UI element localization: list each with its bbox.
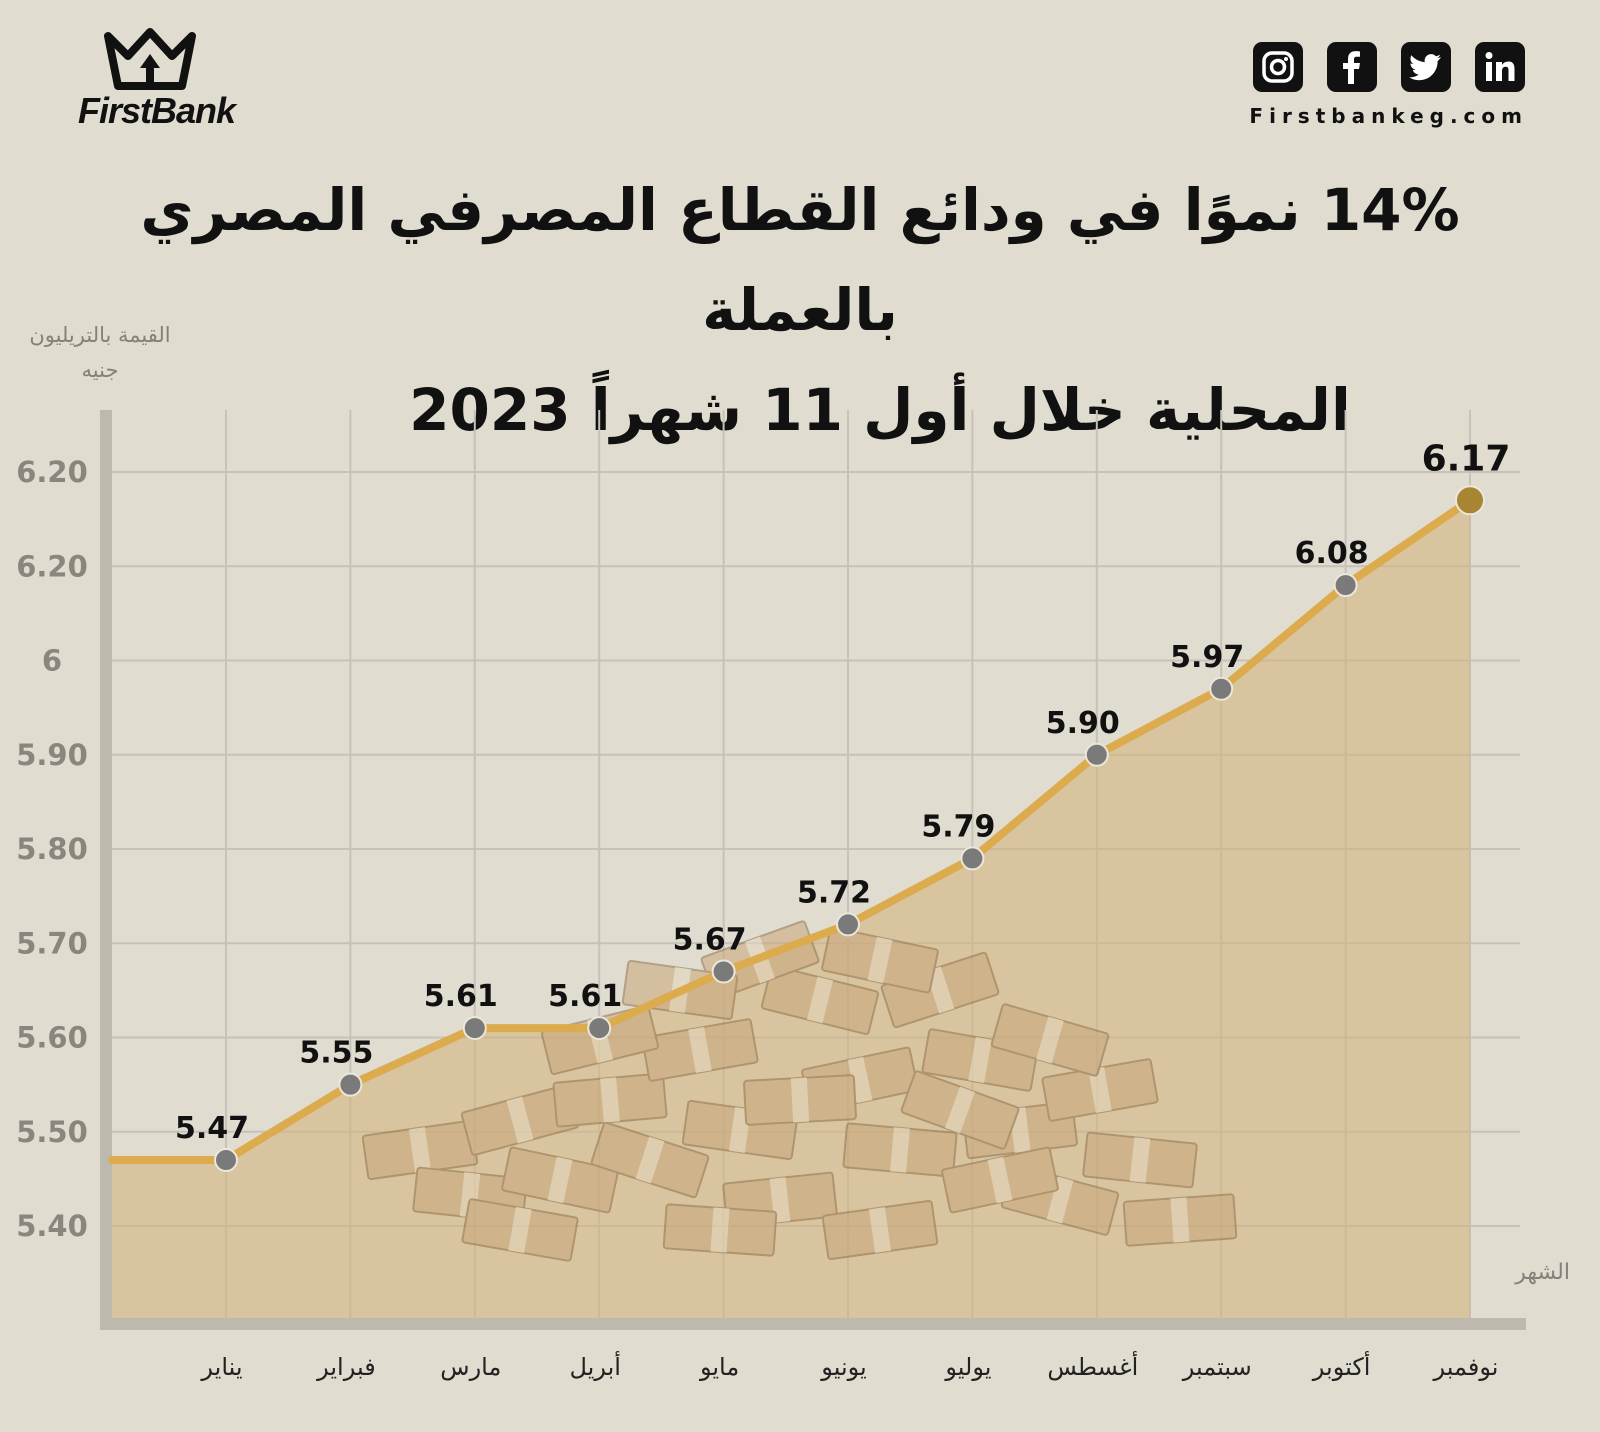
social-links xyxy=(1253,42,1525,92)
title-line-1: 14% نموًا في ودائع القطاع المصرفي المصري… xyxy=(140,176,1460,344)
x-tick-label: أكتوبر xyxy=(1312,1351,1371,1381)
data-point xyxy=(587,1016,612,1041)
data-point xyxy=(462,1016,487,1041)
data-label: 5.97 xyxy=(1170,640,1244,675)
x-tick-label: يناير xyxy=(200,1353,242,1381)
data-label: 6.17 xyxy=(1422,438,1511,479)
twitter-icon[interactable] xyxy=(1401,42,1451,92)
data-point xyxy=(960,846,985,871)
data-point xyxy=(711,959,736,984)
data-point xyxy=(1084,742,1109,767)
data-label: 5.61 xyxy=(548,979,622,1014)
data-label: 5.61 xyxy=(424,979,498,1014)
y-tick-label: 5.70 xyxy=(16,926,88,960)
data-label: 5.47 xyxy=(175,1111,249,1146)
y-tick-label: 6.20 xyxy=(16,455,88,489)
data-label: 5.67 xyxy=(673,923,747,958)
data-label: 6.08 xyxy=(1295,536,1369,571)
area-fill xyxy=(112,500,1470,1318)
data-label: 5.72 xyxy=(797,875,871,910)
y-tick-label: 5.60 xyxy=(16,1021,88,1055)
y-tick-label: 6.20 xyxy=(16,549,88,583)
x-tick-label: أغسطس xyxy=(1047,1351,1138,1381)
data-point xyxy=(1455,485,1485,516)
crown-icon xyxy=(104,28,196,90)
y-tick-label: 5.90 xyxy=(16,738,88,772)
data-point xyxy=(338,1072,363,1097)
data-label: 5.90 xyxy=(1046,706,1120,741)
data-point xyxy=(214,1148,238,1173)
y-tick-label: 5.40 xyxy=(16,1209,88,1243)
data-point xyxy=(836,912,860,937)
firstbank-logo: FirstBank xyxy=(72,28,252,138)
y-tick-label: 6 xyxy=(42,644,62,678)
facebook-icon[interactable] xyxy=(1327,42,1377,92)
y-tick-label: 5.80 xyxy=(16,832,88,866)
x-tick-label: نوفمبر xyxy=(1433,1353,1499,1381)
x-tick-label: فبراير xyxy=(316,1353,376,1381)
instagram-icon[interactable] xyxy=(1253,42,1303,92)
x-tick-label: سبتمبر xyxy=(1182,1353,1252,1381)
data-label: 5.55 xyxy=(299,1036,373,1071)
data-label: 5.79 xyxy=(921,809,995,844)
data-point xyxy=(1209,676,1234,701)
x-tick-label: يوليو xyxy=(944,1353,991,1381)
y-axis-label: القيمة بالتريليون جنيه xyxy=(29,323,171,382)
x-tick-label: يونيو xyxy=(820,1353,866,1381)
series-line xyxy=(108,496,1474,1165)
website-url[interactable]: Firstbankeg.com xyxy=(1249,104,1528,128)
x-tick-label: مايو xyxy=(699,1353,739,1381)
x-axis-label: الشهر xyxy=(1515,1260,1570,1285)
brand-name: FirstBank xyxy=(78,90,236,131)
x-tick-label: أبريل xyxy=(569,1351,620,1381)
y-tick-label: 5.50 xyxy=(16,1115,88,1149)
data-point xyxy=(1333,573,1358,598)
x-tick-label: مارس xyxy=(440,1353,501,1381)
linkedin-icon[interactable] xyxy=(1475,42,1525,92)
